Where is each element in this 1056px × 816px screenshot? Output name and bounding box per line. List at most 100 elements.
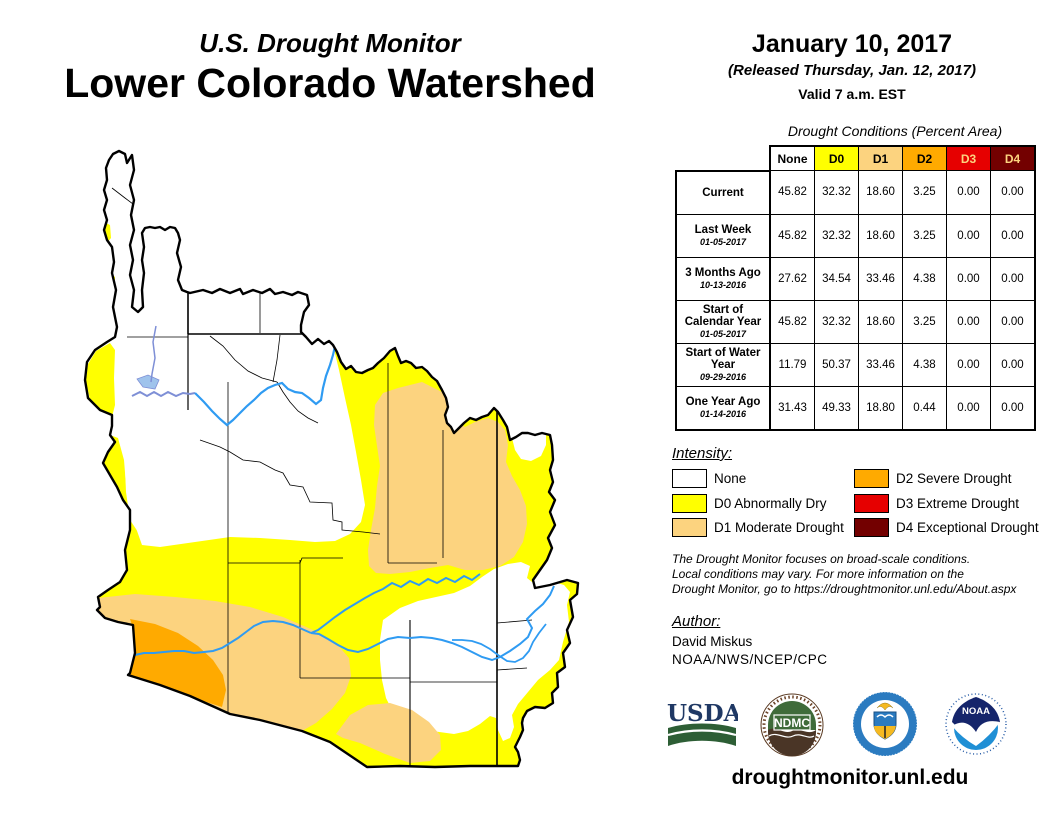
lake-mead: [136, 374, 160, 390]
usda-logo: USDA: [666, 700, 743, 755]
table-row: Current 45.82 32.32 18.60 3.25 0.00 0.00: [675, 169, 1036, 215]
cell-value: 4.38: [902, 342, 947, 387]
cell-value: 0.00: [946, 342, 991, 387]
usda-logo-text: USDA: [667, 700, 738, 727]
released-date: (Released Thursday, Jan. 12, 2017): [728, 62, 976, 79]
cell-value: 18.60: [858, 299, 903, 344]
cell-value: 0.00: [946, 385, 991, 431]
disclaimer-line-3: Drought Monitor, go to https://droughtmo…: [672, 582, 1017, 596]
legend-label: None: [714, 471, 747, 486]
region-d1-east: [368, 382, 527, 574]
cell-value: 0.00: [946, 170, 991, 215]
valid-time: Valid 7 a.m. EST: [798, 86, 906, 102]
region-d1-southcentral: [336, 703, 441, 763]
cell-value: 50.37: [814, 342, 859, 387]
cell-value: 0.00: [946, 213, 991, 258]
col-header-d4: D4: [990, 145, 1036, 171]
row-label: Current: [702, 186, 744, 199]
author-organization: NOAA/NWS/NCEP/CPC: [672, 652, 828, 667]
cell-value: 32.32: [814, 170, 859, 215]
region-d2-southwest: [128, 619, 226, 707]
row-label: Start of Calendar Year: [684, 303, 762, 328]
cell-value: 33.46: [858, 256, 903, 301]
legend-swatch-d3: [854, 494, 889, 513]
legend-label: D1 Moderate Drought: [714, 520, 844, 535]
cell-value: 4.38: [902, 256, 947, 301]
table-row: Start of Water Year 09-29-2016 11.79 50.3…: [675, 342, 1036, 387]
gila-river-lower: [121, 619, 312, 665]
disclaimer-line-1: The Drought Monitor focuses on broad-sca…: [672, 552, 971, 566]
table-row: Last Week 01-05-2017 45.82 32.32 18.60 3.…: [675, 213, 1036, 258]
cell-value: 27.62: [769, 256, 815, 301]
legend-label: D2 Severe Drought: [896, 471, 1012, 486]
table-row: One Year Ago 01-14-2016 31.43 49.33 18.80…: [675, 385, 1036, 431]
cell-value: 3.25: [902, 299, 947, 344]
disclaimer-line-2: Local conditions may vary. For more info…: [672, 567, 964, 581]
cell-value: 18.80: [858, 385, 903, 431]
cell-value: 11.79: [769, 342, 815, 387]
noaa-logo: NOAA: [944, 692, 1008, 761]
table-title: Drought Conditions (Percent Area): [787, 123, 1003, 139]
row-label: Start of Water Year: [685, 346, 761, 371]
gila-river-upper: [310, 585, 555, 662]
cell-value: 33.46: [858, 342, 903, 387]
col-header-d3: D3: [946, 145, 991, 171]
cell-value: 0.00: [990, 213, 1036, 258]
row-label: Last Week: [694, 223, 752, 236]
author-name: David Miskus: [672, 634, 753, 649]
san-pedro-river: [452, 623, 547, 663]
cell-value: 3.25: [902, 170, 947, 215]
table-row: Start of Calendar Year 01-05-2017 45.82 3…: [675, 299, 1036, 344]
legend-swatch-d4: [854, 518, 889, 537]
county-lines: [111, 187, 533, 766]
cell-value: 0.44: [902, 385, 947, 431]
cell-value: 49.33: [814, 385, 859, 431]
author-heading: Author:: [672, 613, 721, 630]
legend-swatch-d1: [672, 518, 707, 537]
cell-value: 0.00: [990, 342, 1036, 387]
col-header-d0: D0: [814, 145, 859, 171]
cell-value: 18.60: [858, 170, 903, 215]
report-supertitle: U.S. Drought Monitor: [199, 28, 461, 58]
region-none-southcenter: [380, 562, 570, 741]
disclaimer-text: The Drought Monitor focuses on broad-sca…: [672, 552, 1037, 597]
ndmc-logo: NDMC: [757, 692, 827, 763]
legend-swatch-d2: [854, 469, 889, 488]
row-date: 09-29-2016: [699, 371, 747, 382]
table-corner: [676, 146, 770, 171]
ndmc-logo-text: NDMC: [774, 716, 810, 730]
legend-swatch-d0: [672, 494, 707, 513]
page-title: Lower Colorado Watershed: [64, 60, 596, 106]
row-label: 3 Months Ago: [685, 266, 761, 279]
cell-value: 34.54: [814, 256, 859, 301]
cell-value: 0.00: [946, 299, 991, 344]
table-row: 3 Months Ago 10-13-2016 27.62 34.54 33.46…: [675, 256, 1036, 301]
row-label: One Year Ago: [685, 395, 761, 408]
commerce-seal-logo: [851, 690, 919, 763]
row-date: 01-05-2017: [699, 328, 747, 339]
legend-swatch-none: [672, 469, 707, 488]
cell-value: 45.82: [769, 299, 815, 344]
salt-river: [310, 573, 481, 634]
legend-label: D3 Extreme Drought: [896, 496, 1020, 511]
little-colorado-river: [194, 345, 337, 427]
cell-value: 18.60: [858, 213, 903, 258]
cell-value: 0.00: [990, 385, 1036, 431]
cell-value: 45.82: [769, 170, 815, 215]
row-date: 01-05-2017: [699, 236, 747, 247]
legend-label: D4 Exceptional Drought: [896, 520, 1039, 535]
region-none-west-pocket: [125, 444, 158, 532]
row-date: 10-13-2016: [699, 279, 747, 290]
region-d0-west-bulge: [86, 343, 115, 417]
cell-value: 3.25: [902, 213, 947, 258]
cell-value: 0.00: [946, 256, 991, 301]
col-header-none: None: [769, 145, 815, 171]
cell-value: 45.82: [769, 213, 815, 258]
colorado-river-upper: [131, 390, 196, 398]
legend-label: D0 Abnormally Dry: [714, 496, 827, 511]
legend-title: Intensity:: [672, 445, 733, 462]
noaa-logo-text: NOAA: [962, 706, 990, 717]
col-header-d2: D2: [902, 145, 947, 171]
map-date: January 10, 2017: [751, 30, 953, 58]
